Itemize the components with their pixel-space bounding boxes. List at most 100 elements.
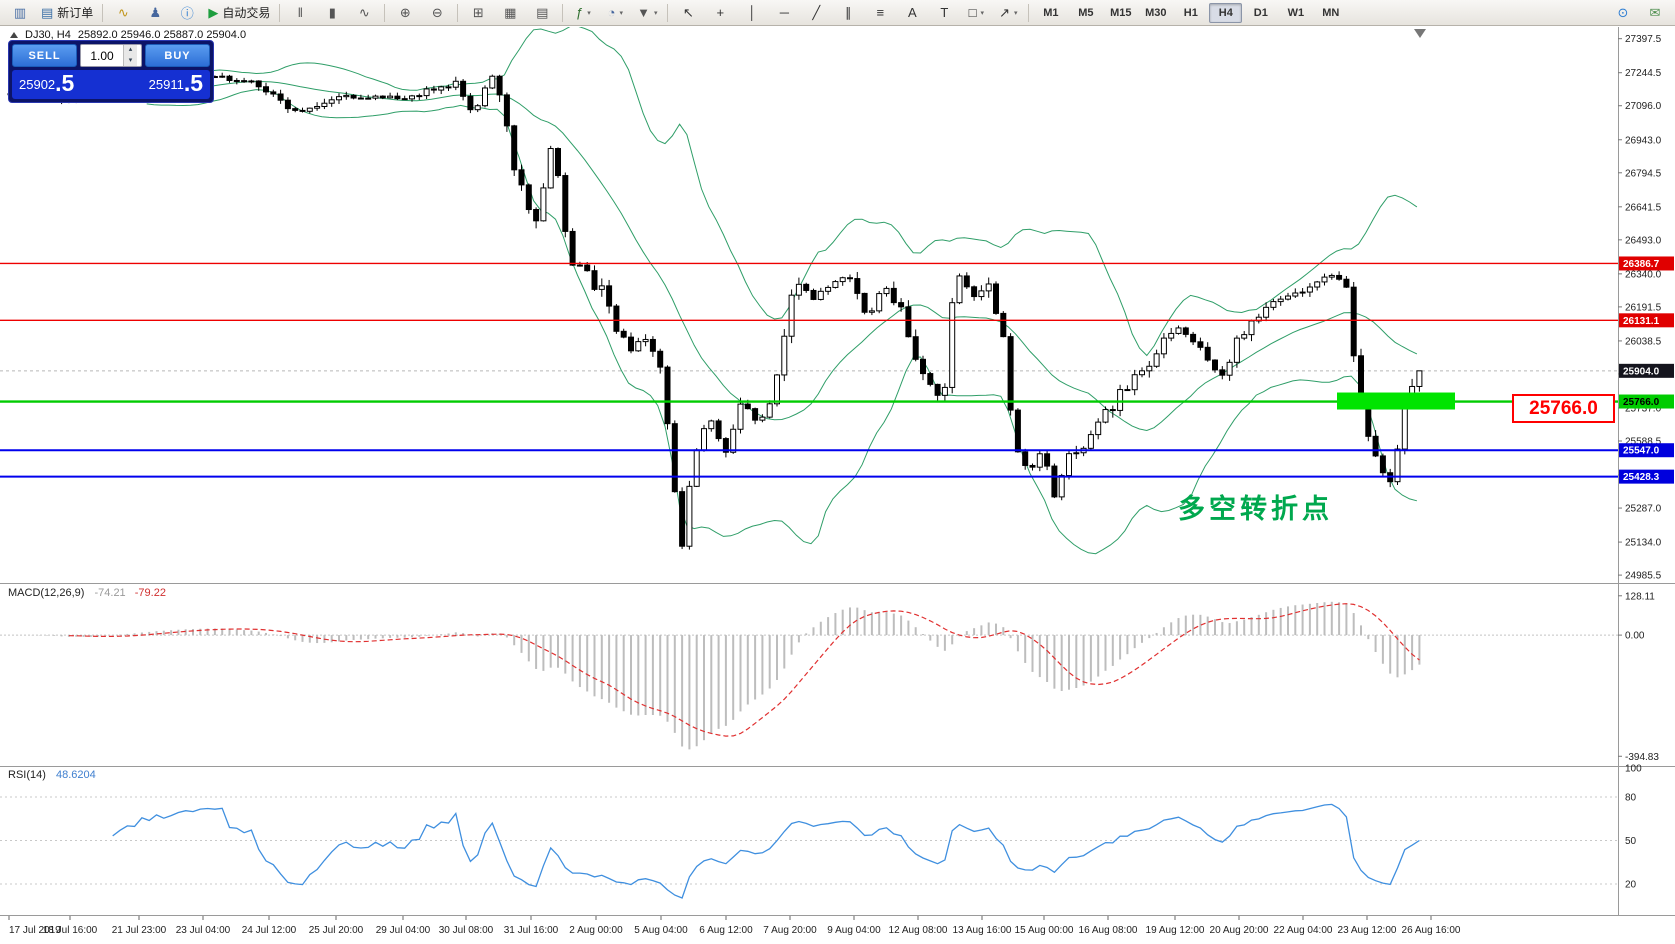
- feedback-button[interactable]: ✉: [1640, 2, 1670, 24]
- sell-price-small: 25902: [19, 77, 56, 92]
- svg-text:19 Aug 12:00: 19 Aug 12:00: [1146, 925, 1205, 936]
- channel-icon: ∥: [845, 4, 852, 20]
- timeframe-m30-button[interactable]: M30: [1145, 6, 1167, 19]
- autotrading-label: 自动交易: [222, 6, 271, 20]
- volume-decrease-button[interactable]: ▾: [124, 55, 137, 66]
- line-chart-button[interactable]: ∿: [349, 2, 379, 24]
- search-button[interactable]: ⊙: [1608, 2, 1638, 24]
- tile-windows-button[interactable]: ⊞: [463, 2, 493, 24]
- price-badge-26131.1: [1619, 313, 1674, 328]
- indicators-icon: ƒ: [575, 5, 584, 20]
- autotrading-button[interactable]: ▶ 自动交易: [204, 2, 274, 24]
- indicators-button[interactable]: ƒ ▾: [568, 2, 598, 24]
- timeframe-mn-button[interactable]: MN: [1322, 6, 1340, 19]
- horizontal-line-button[interactable]: ─: [769, 2, 799, 24]
- price-badge-25766.0: [1619, 394, 1674, 409]
- new-order-icon: ▤: [41, 4, 54, 20]
- text-button[interactable]: A: [897, 2, 927, 24]
- timeframe-d1-button[interactable]: D1: [1253, 6, 1268, 19]
- svg-text:25 Jul 20:00: 25 Jul 20:00: [309, 925, 364, 936]
- candlestick-chart-button[interactable]: ▮: [317, 2, 347, 24]
- volume-input[interactable]: [81, 45, 123, 66]
- timeframe-m1-button[interactable]: M1: [1043, 6, 1059, 19]
- profiles-icon: ∿: [117, 4, 129, 20]
- price-badge-25547.0: [1619, 443, 1674, 458]
- svg-text:30 Jul 08:00: 30 Jul 08:00: [439, 925, 494, 936]
- crosshair-icon: +: [716, 5, 725, 20]
- rsi-line: [112, 803, 1420, 899]
- price-badge-25904.0: [1619, 363, 1674, 378]
- vertical-line-button[interactable]: │: [737, 2, 767, 24]
- horizontal-line-icon: ─: [779, 5, 789, 20]
- arrows-button[interactable]: ↗ ▾: [993, 2, 1023, 24]
- vertical-line-icon: │: [748, 5, 757, 20]
- macd-title: MACD(12,26,9): [8, 587, 85, 599]
- templates-button[interactable]: ▼ ▾: [632, 2, 662, 24]
- volume-increase-button[interactable]: ▴: [124, 45, 137, 56]
- svg-text:26038.5: 26038.5: [1625, 336, 1662, 347]
- chart-shift-marker[interactable]: [1414, 29, 1426, 38]
- profiles-button[interactable]: ∿: [108, 2, 138, 24]
- highlight-zone-rect[interactable]: [1337, 392, 1455, 410]
- one-click-trading-panel: SELL ▴ ▾ BUY 25902.5 25911.5: [8, 40, 214, 103]
- market-watch-icon: ♟: [149, 4, 162, 20]
- timeframe-m15-button[interactable]: M15: [1110, 6, 1132, 19]
- templates-dropdown-arrow: ▾: [654, 9, 658, 17]
- macd-value-signal: -79.22: [134, 587, 166, 599]
- macd-signal-line: [68, 603, 1420, 737]
- bars-chart-button[interactable]: ‖: [285, 2, 315, 24]
- price-badge-25428.3: [1619, 469, 1674, 484]
- chart-marker-icon: [10, 32, 18, 38]
- sell-button[interactable]: SELL: [12, 44, 77, 67]
- periods-button[interactable]: ◔ ▾: [600, 2, 630, 24]
- crosshair-button[interactable]: +: [705, 2, 735, 24]
- svg-text:9 Aug 04:00: 9 Aug 04:00: [827, 925, 881, 936]
- svg-text:26794.5: 26794.5: [1625, 168, 1662, 179]
- timeframe-h1-button[interactable]: H1: [1183, 6, 1198, 19]
- arrange-windows-button[interactable]: ▤: [527, 2, 557, 24]
- svg-text:26 Aug 16:00: 26 Aug 16:00: [1402, 925, 1461, 936]
- timeframe-m5-button[interactable]: M5: [1078, 6, 1094, 19]
- svg-text:20: 20: [1625, 880, 1637, 891]
- timeframe-h4-button[interactable]: H4: [1209, 2, 1243, 23]
- main-chart-pane[interactable]: [0, 26, 1618, 555]
- chart-window-button[interactable]: ▥: [5, 2, 35, 24]
- channel-button[interactable]: ∥: [833, 2, 863, 24]
- buy-button[interactable]: BUY: [145, 44, 210, 67]
- svg-text:100: 100: [1625, 764, 1642, 775]
- main-toolbar: ▥ ▤ 新订单 ∿ ♟ ⓘ ▶ 自动交易 ‖ ▮ ∿ ⊕ ⊖ ⊞ ▦ ▤ ƒ ▾ ◔ ▾ ▼ ▾ ↖ + │ ─ ╱ ∥ ≡ A T □ ▾ ↗ ▾…: [0, 0, 1675, 26]
- price-axis[interactable]: 27397.5 27244.5 27096.0 26943.0 26794.5 26641…: [1618, 34, 1662, 582]
- cursor-button[interactable]: ↖: [673, 2, 703, 24]
- arrows-icon: ↗: [999, 4, 1011, 20]
- sell-button-label: SELL: [28, 49, 61, 62]
- label-button[interactable]: T: [929, 2, 959, 24]
- data-window-button[interactable]: ⓘ: [172, 2, 202, 24]
- market-watch-button[interactable]: ♟: [140, 2, 170, 24]
- tile-windows-icon: ⊞: [472, 4, 484, 20]
- label-icon: T: [940, 5, 949, 20]
- shapes-icon: □: [968, 5, 977, 20]
- svg-text:27397.5: 27397.5: [1625, 34, 1662, 45]
- trendline-icon: ╱: [812, 4, 821, 20]
- zoom-in-button[interactable]: ⊕: [390, 2, 420, 24]
- arrange-windows-icon: ▤: [536, 4, 549, 20]
- fibonacci-button[interactable]: ≡: [865, 2, 895, 24]
- macd-pane[interactable]: [0, 601, 1618, 750]
- timeframe-toolbar: M1 M5 M15 M30 H1 H4 D1 W1 MN: [1034, 2, 1347, 23]
- zoom-in-icon: ⊕: [399, 4, 411, 20]
- trendline-button[interactable]: ╱: [801, 2, 831, 24]
- toolbar-button-groups: ▥ ▤ 新订单 ∿ ♟ ⓘ ▶ 自动交易 ‖ ▮ ∿ ⊕ ⊖ ⊞ ▦ ▤ ƒ ▾ ◔ ▾ ▼ ▾ ↖ + │ ─ ╱ ∥ ≡ A T □ ▾ ↗ ▾: [5, 2, 1023, 24]
- rsi-value: 48.6204: [55, 769, 96, 781]
- periods-icon: ◔: [607, 5, 616, 20]
- timeframe-w1-button[interactable]: W1: [1287, 6, 1305, 19]
- zoom-out-button[interactable]: ⊖: [422, 2, 452, 24]
- svg-text:80: 80: [1625, 793, 1637, 804]
- toolbar-separator: [667, 3, 669, 22]
- rsi-pane[interactable]: [112, 803, 1420, 899]
- cascade-windows-button[interactable]: ▦: [495, 2, 525, 24]
- shapes-button[interactable]: □ ▾: [961, 2, 991, 24]
- new-order-button[interactable]: ▤ 新订单: [37, 2, 97, 24]
